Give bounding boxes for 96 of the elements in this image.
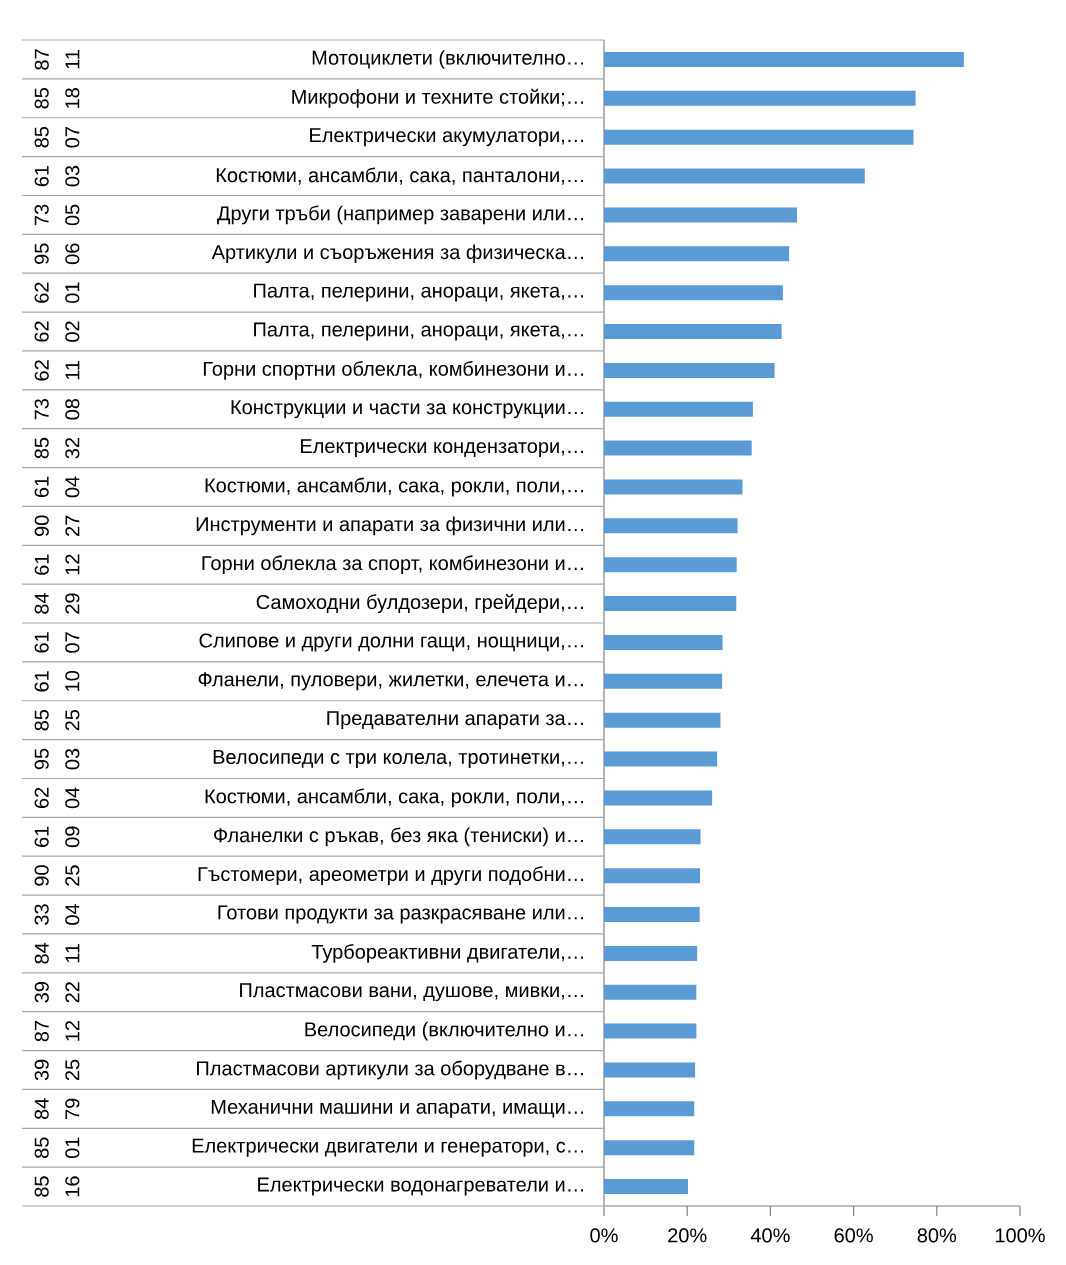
y-tick-label: Пластмасови вани, душове, мивки,… (240, 983, 583, 1002)
text: 87 11 (34, 49, 80, 70)
y-tick-label: Костюми, ансамбли, сака, панталони,… (216, 167, 584, 185)
text: 84 11 (34, 942, 80, 964)
bar (603, 673, 723, 689)
text: 85 01 (34, 1137, 80, 1159)
text: 61 07 (34, 632, 80, 653)
y-tick-label: Слипове и други долни гащи, нощници,… (199, 633, 583, 652)
bar (603, 440, 752, 456)
text: 39 22 (34, 982, 80, 1003)
bar (603, 1140, 695, 1156)
y-tick-label: Пластмасови артикули за оборудване в… (197, 1060, 583, 1080)
x-tick-label: 100% (995, 1228, 1045, 1243)
y-tick-label: Мотоциклети (включително… (312, 50, 583, 69)
text: 90 25 (34, 865, 80, 886)
text: 84 79 (34, 1098, 80, 1120)
bar (603, 51, 964, 67)
bar (603, 790, 713, 806)
text: 33 04 (34, 903, 80, 925)
text: 84 29 (34, 593, 80, 614)
bar (603, 518, 738, 534)
bar (603, 1179, 689, 1195)
bar (603, 1023, 697, 1039)
bar (603, 90, 916, 106)
bar (603, 324, 782, 340)
y-tick-label: Турбореактивни двигатели,… (311, 943, 584, 963)
y-tick-label: Горни спортни облекла, комбинезони и… (203, 360, 584, 380)
text: 62 02 (34, 321, 80, 342)
y-tick-label: Фланелки с ръкав, без яка (тениски) и… (214, 827, 584, 847)
x-tick-label: 80% (917, 1228, 957, 1243)
text: 61 03 (34, 165, 80, 187)
text: 61 12 (34, 554, 80, 575)
y-tick-label: Горни облекла за спорт, комбинезони и… (202, 555, 583, 575)
text: 39 25 (34, 1059, 80, 1081)
y-tick-label: Електрически акумулатори,… (310, 128, 584, 147)
text: 73 05 (34, 204, 80, 226)
y-tick-label: Микрофони и техните стойки;… (292, 88, 584, 108)
bar (603, 1101, 695, 1117)
y-tick-label: Механични машини и апарати, имащи… (211, 1099, 584, 1118)
bar (603, 557, 737, 573)
y-tick-label: Велосипеди (включително и… (305, 1021, 583, 1041)
text: 61 04 (34, 476, 80, 498)
y-tick-label: Палта, пелерини, анораци, якета,… (254, 283, 584, 302)
text: 95 03 (34, 748, 80, 770)
text: 62 04 (34, 787, 80, 809)
bar (603, 285, 783, 301)
y-tick-label: Конструкции и части за конструкции… (231, 400, 584, 419)
bar (603, 907, 700, 923)
y-tick-label: Самоходни булдозери, грейдери,… (256, 594, 583, 614)
x-tick-label: 60% (834, 1228, 873, 1243)
text: 61 09 (34, 826, 80, 848)
text: 85 18 (34, 88, 80, 109)
y-tick-label: Палта, пелерини, анораци, якета,… (254, 322, 584, 341)
y-tick-label: Костюми, ансамбли, сака, рокли, поли,… (205, 477, 584, 497)
bar (603, 984, 697, 1000)
bar (603, 751, 718, 767)
y-tick-label: Инструменти и апарати за физични или… (196, 516, 584, 536)
text: 73 08 (34, 399, 80, 420)
bar (603, 596, 737, 612)
text: 85 32 (34, 437, 80, 459)
text: 62 01 (34, 282, 80, 303)
bar (603, 362, 775, 378)
bar (603, 945, 698, 961)
bar (603, 634, 723, 650)
bar (603, 207, 798, 223)
bar (603, 246, 790, 262)
x-tick-label: 20% (668, 1228, 707, 1243)
text: 85 25 (34, 709, 80, 731)
text: 62 11 (34, 360, 80, 381)
x-tick-label: 40% (750, 1228, 790, 1243)
y-tick-label: Електрически водонагреватели и… (258, 1177, 583, 1196)
text: 87 12 (34, 1020, 80, 1042)
y-tick-label: Електрически двигатели и генератори, с… (192, 1138, 583, 1157)
bar (603, 829, 701, 845)
y-tick-label: Други тръби (например заварени или… (217, 205, 583, 225)
text: 90 27 (34, 515, 80, 537)
y-tick-label: Готови продукти за разкрасяване или… (218, 905, 583, 924)
bar (603, 712, 721, 728)
y-tick-label: Артикули и съоръжения за физическа… (211, 244, 584, 264)
text: 61 10 (34, 670, 80, 692)
bar (603, 479, 743, 495)
bar (603, 1062, 696, 1078)
y-tick-label: Електрически кондензатори,… (301, 439, 584, 458)
y-tick-label: Предавателни апарати за… (327, 711, 583, 730)
y-tick-label: Велосипеди с три колела, тротинетки,… (213, 750, 584, 768)
bar (603, 401, 753, 417)
y-tick-label: Фланели, пуловери, жилетки, елечета и… (198, 672, 583, 691)
bar (603, 868, 701, 884)
y-tick-label: Костюми, ансамбли, сака, рокли, поли,… (205, 788, 584, 808)
text: 95 06 (34, 243, 80, 265)
bar (603, 129, 914, 145)
x-tick-label: 0% (590, 1228, 618, 1243)
text: 85 07 (34, 126, 80, 148)
y-tick-label: Гъстомери, ареометри и други подобни… (198, 866, 584, 886)
text: 85 16 (34, 1176, 80, 1197)
bar (603, 168, 865, 184)
